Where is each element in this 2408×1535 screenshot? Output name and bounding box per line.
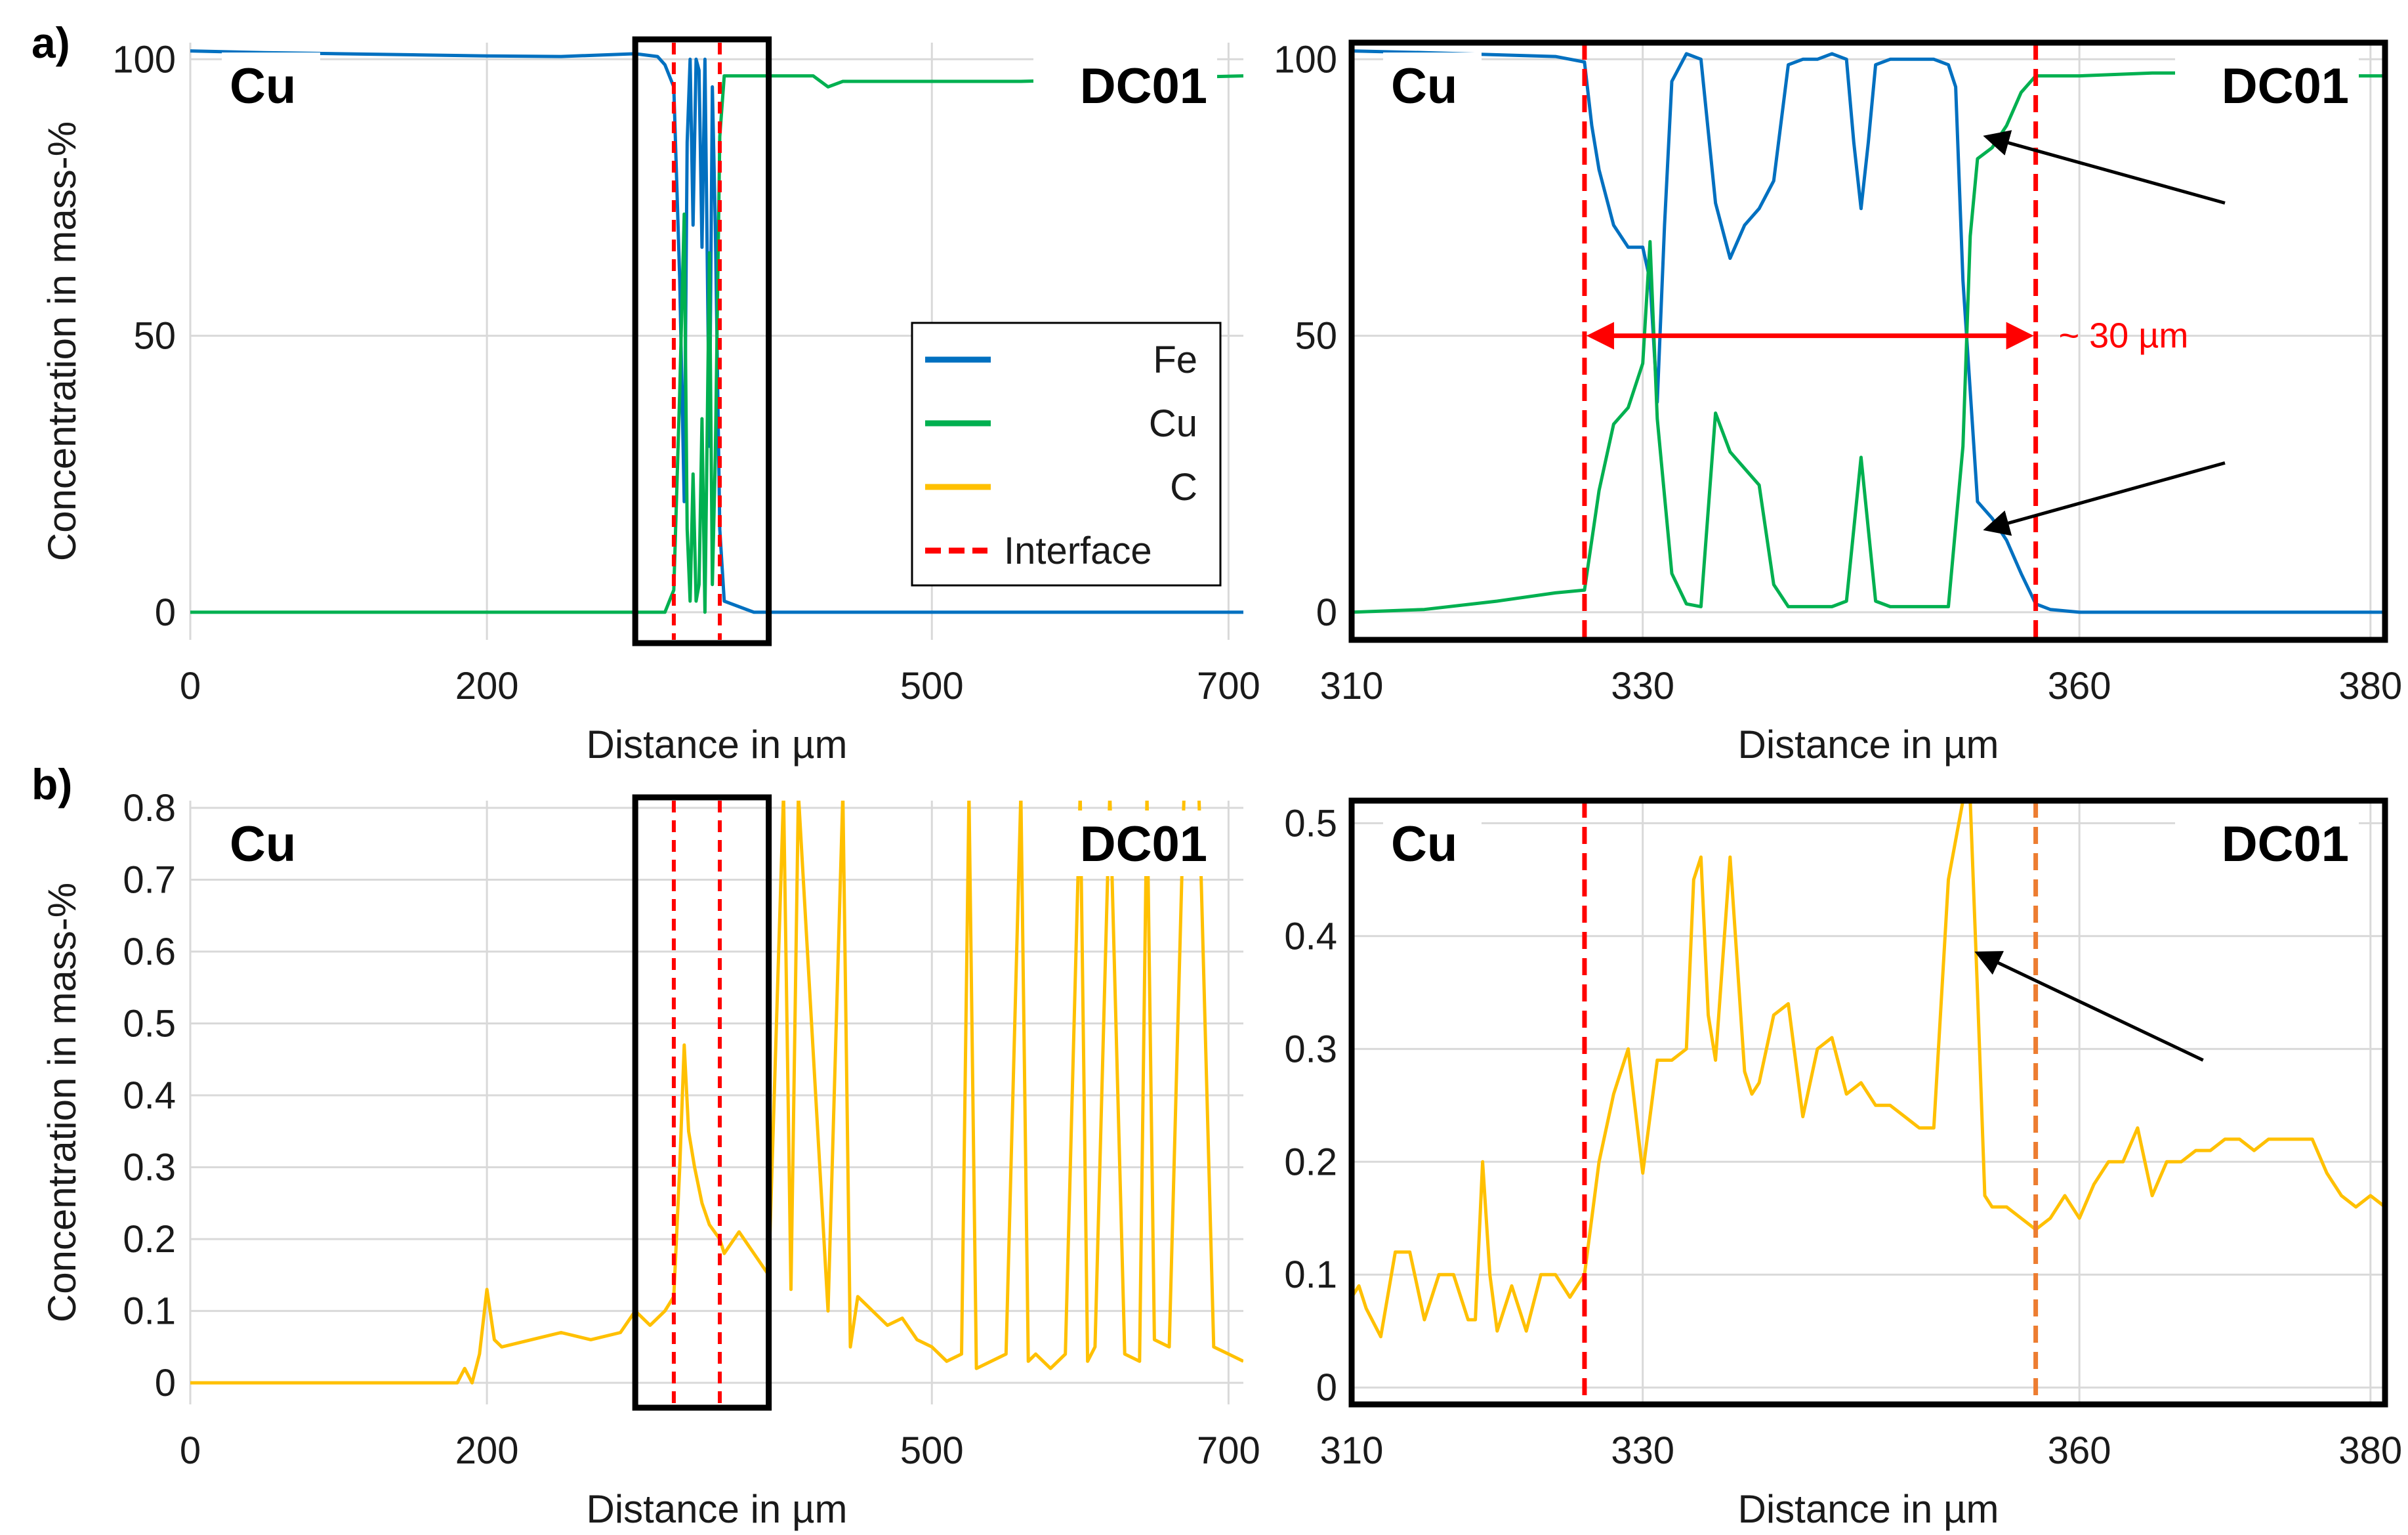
y-tick-label: 0 — [155, 591, 176, 634]
y-tick-label: 100 — [112, 38, 176, 81]
x-tick-label: 310 — [1320, 1429, 1384, 1472]
y-tick-label: 0 — [155, 1362, 176, 1404]
x-tick-label: 200 — [455, 1429, 519, 1472]
y-tick-label: 0.4 — [123, 1074, 176, 1117]
x-tick-label: 0 — [180, 1429, 201, 1472]
y-tick-label: 0.1 — [1284, 1253, 1337, 1296]
y-axis-label: Concentration in mass-% — [40, 883, 84, 1322]
legend: Fe Cu C Interface — [911, 322, 1222, 587]
x-tick-label: 360 — [2048, 665, 2111, 707]
x-tick-label: 380 — [2338, 1429, 2402, 1472]
zoom-box — [632, 36, 772, 646]
pointer-arrow — [1983, 130, 2226, 205]
x-tick-label: 310 — [1320, 665, 1384, 707]
y-tick-label: 0.3 — [1284, 1028, 1337, 1070]
legend-label-interface: Interface — [1004, 530, 1152, 572]
y-tick-label: 0.3 — [123, 1146, 176, 1189]
region-label-backdrop — [1033, 53, 1217, 118]
region-label-cu: Cu — [230, 58, 296, 114]
y-tick-label: 0.1 — [123, 1290, 176, 1333]
region-label-backdrop — [1033, 810, 1217, 876]
width-annotation-label: ~ 30 µm — [2059, 316, 2189, 356]
legend-box — [911, 322, 1222, 587]
region-label-backdrop — [222, 810, 320, 876]
x-tick-label: 500 — [900, 1429, 964, 1472]
series-group — [1352, 801, 2385, 1339]
region-label-dc01: DC01 — [2222, 816, 2349, 872]
y-axis-label: Concentration in mass-% — [40, 121, 84, 561]
region-label-cu: Cu — [230, 816, 296, 872]
x-tick-label: 0 — [180, 665, 201, 707]
region-label-backdrop — [1383, 810, 1482, 876]
series-group — [1352, 49, 2385, 614]
gridlines — [1350, 801, 2385, 1404]
pointer-arrow — [1983, 461, 2226, 536]
x-axis-label: Distance in µm — [1737, 1487, 1999, 1531]
y-tick-label: 0.8 — [123, 787, 176, 830]
region-label-cu: Cu — [1391, 58, 1457, 114]
panel-b-label: b) — [31, 760, 72, 809]
y-tick-label: 0 — [1316, 1366, 1337, 1409]
series-line-cu — [190, 74, 1243, 614]
y-tick-label: 0.7 — [123, 858, 176, 901]
chart-b-carbon-zoom: 310 330 360 380 0 0.1 0.2 0.3 0.4 0.5 Distance in … — [1284, 797, 2402, 1531]
y-tick-label: 100 — [1274, 38, 1337, 81]
chart-a-fe-cu-zoom: 310 330 360 380 0 50 100 Distance in µm Cu DC01 ~ … — [1274, 38, 2402, 767]
x-tick-label: 330 — [1611, 665, 1674, 707]
y-tick-label: 0.2 — [1284, 1141, 1337, 1183]
x-axis-label: Distance in µm — [586, 1487, 847, 1531]
x-axis-label: Distance in µm — [1737, 723, 1999, 767]
x-tick-label: 500 — [900, 665, 964, 707]
legend-label-fe: Fe — [1153, 339, 1197, 381]
y-tick-label: 0 — [1316, 591, 1337, 634]
zoom-panel-frame — [1348, 797, 2388, 1408]
x-tick-label: 700 — [1197, 665, 1260, 707]
x-tick-label: 200 — [455, 665, 519, 707]
chart-a-fe-cu-overview: 0 200 500 700 0 50 100 Distance in µm Concentrat… — [40, 36, 1260, 767]
y-tick-label: 0.5 — [123, 1003, 176, 1045]
panel-a-label: a) — [31, 18, 70, 67]
region-label-backdrop — [2175, 810, 2359, 876]
series-line-cu — [1352, 71, 2385, 614]
series-line-fe — [1352, 49, 2385, 614]
legend-label-c: C — [1170, 466, 1197, 509]
region-label-backdrop — [2175, 53, 2359, 118]
y-tick-label: 0.6 — [123, 931, 176, 973]
y-tick-label: 50 — [1295, 315, 1337, 358]
y-tick-label: 50 — [133, 315, 176, 358]
series-group — [190, 801, 1243, 1385]
x-axis-label: Distance in µm — [586, 723, 847, 767]
zoom-box — [632, 794, 772, 1411]
region-label-backdrop — [222, 53, 320, 118]
y-tick-label: 0.4 — [1284, 915, 1337, 957]
x-tick-label: 330 — [1611, 1429, 1674, 1472]
chart-b-carbon-overview: 0 200 500 700 0 0.1 0.2 0.3 0.4 0.5 0.6 0.7 0.8 Dista… — [40, 787, 1260, 1531]
region-label-dc01: DC01 — [2222, 58, 2349, 114]
series-line-c — [190, 801, 1243, 1385]
y-tick-label: 0.2 — [123, 1218, 176, 1261]
x-tick-label: 700 — [1197, 1429, 1260, 1472]
x-tick-label: 360 — [2048, 1429, 2111, 1472]
x-tick-label: 380 — [2338, 665, 2402, 707]
series-line-c — [1352, 801, 2385, 1339]
region-label-dc01: DC01 — [1080, 58, 1207, 114]
y-tick-label: 0.5 — [1284, 802, 1337, 845]
region-label-dc01: DC01 — [1080, 816, 1207, 872]
width-annotation: ~ 30 µm — [1586, 316, 2189, 356]
legend-label-cu: Cu — [1149, 402, 1197, 445]
zoom-panel-frame — [1348, 39, 2388, 643]
pointer-arrow — [1974, 951, 2204, 1062]
region-label-cu: Cu — [1391, 816, 1457, 872]
region-label-backdrop — [1383, 53, 1482, 118]
